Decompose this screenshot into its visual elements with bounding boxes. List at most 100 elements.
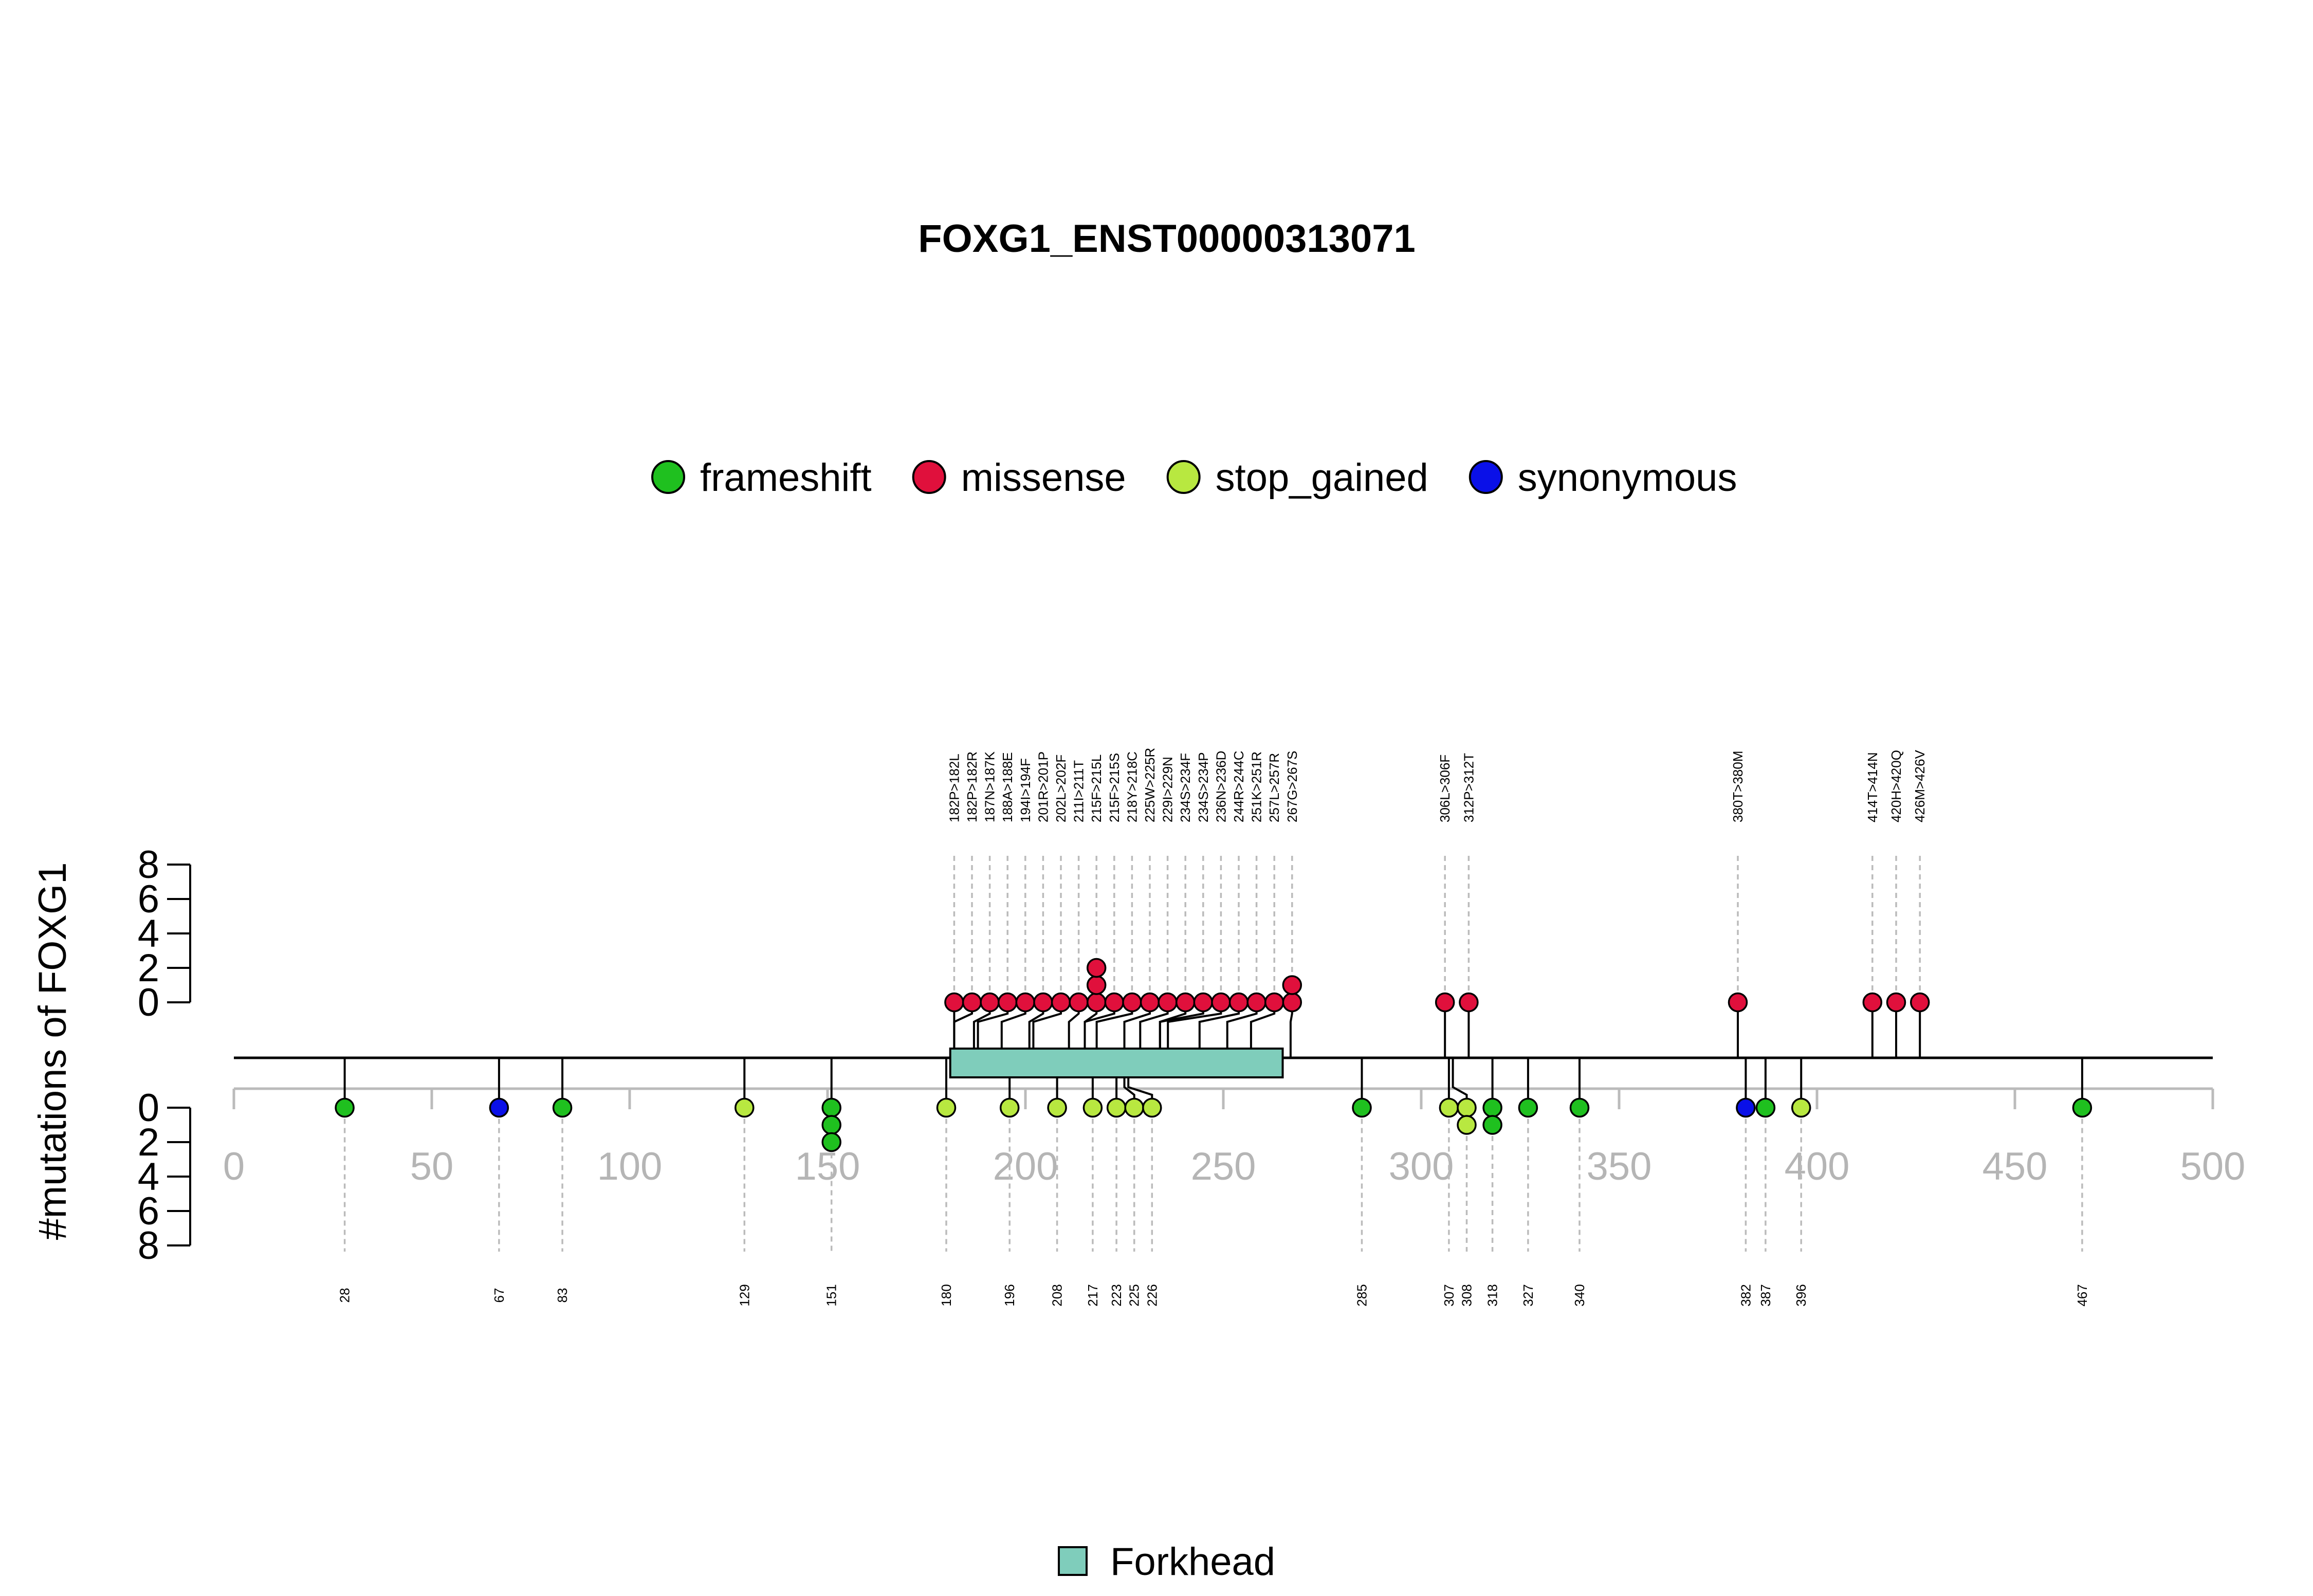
y-upper-tick-label: 6 <box>138 877 159 921</box>
label-187N>187K: 187N>187K <box>982 751 998 822</box>
label-327: 327 <box>1520 1284 1536 1306</box>
label-414T>414N: 414T>414N <box>1865 752 1880 822</box>
x-axis-tick-label: 0 <box>223 1145 245 1188</box>
x-axis-tick-label: 300 <box>1389 1145 1454 1188</box>
y-upper-tick-label: 0 <box>138 981 159 1024</box>
legend-label-synonymous: synonymous <box>1518 456 1737 500</box>
label-211I>211T: 211I>211T <box>1071 760 1087 822</box>
label-218Y>218C: 218Y>218C <box>1124 751 1140 822</box>
label-151: 151 <box>824 1284 839 1306</box>
label-257L>257R: 257L>257R <box>1266 753 1282 822</box>
point-129 <box>735 1097 755 1118</box>
label-83: 83 <box>555 1288 570 1303</box>
label-234S>234F: 234S>234F <box>1178 753 1193 822</box>
label-318: 318 <box>1485 1284 1500 1306</box>
label-340: 340 <box>1572 1284 1587 1306</box>
point-182P>182L <box>944 992 964 1013</box>
point-285 <box>1352 1097 1372 1118</box>
point-151 <box>821 1097 841 1118</box>
point-151 <box>821 1132 841 1152</box>
point-194I>194F <box>1015 992 1036 1013</box>
x-axis-tick-label: 250 <box>1191 1145 1256 1188</box>
point-226 <box>1142 1097 1162 1118</box>
label-380T>380M: 380T>380M <box>1730 751 1746 822</box>
label-129: 129 <box>737 1284 752 1306</box>
point-234S>234P <box>1193 992 1214 1013</box>
label-225: 225 <box>1127 1284 1142 1306</box>
label-208: 208 <box>1050 1284 1065 1306</box>
x-axis-tick-label: 200 <box>993 1145 1058 1188</box>
label-196: 196 <box>1002 1284 1017 1306</box>
y-lower-tick-label: 8 <box>138 1224 159 1268</box>
point-211I>211T <box>1069 992 1089 1013</box>
guide-lines <box>343 856 2083 1252</box>
point-208 <box>1047 1097 1067 1118</box>
point-420H>420Q <box>1886 992 1906 1013</box>
label-420H>420Q: 420H>420Q <box>1888 750 1904 822</box>
point-196 <box>999 1097 1020 1118</box>
label-215F>215L: 215F>215L <box>1089 755 1104 822</box>
label-182P>182L: 182P>182L <box>946 754 962 822</box>
label-387: 387 <box>1758 1284 1773 1306</box>
point-308 <box>1457 1097 1477 1118</box>
label-217: 217 <box>1085 1284 1100 1306</box>
point-318 <box>1482 1115 1502 1135</box>
label-226: 226 <box>1144 1284 1160 1306</box>
label-244R>244C: 244R>244C <box>1231 751 1246 823</box>
point-202L>202F <box>1051 992 1071 1013</box>
label-188A>188E: 188A>188E <box>1000 752 1015 822</box>
label-223: 223 <box>1109 1284 1124 1306</box>
point-387 <box>1755 1097 1776 1118</box>
point-180 <box>936 1097 957 1118</box>
x-axis-tick-label: 50 <box>410 1145 454 1188</box>
point-151 <box>821 1115 841 1135</box>
label-306L>306F: 306L>306F <box>1437 755 1453 822</box>
point-396 <box>1791 1097 1811 1118</box>
point-426M>426V <box>1910 992 1930 1013</box>
point-218Y>218C <box>1122 992 1142 1013</box>
legend-label-Forkhead: Forkhead <box>1110 1540 1275 1584</box>
label-312P>312T: 312P>312T <box>1461 753 1476 822</box>
point-234S>234F <box>1175 992 1196 1013</box>
label-267G>267S: 267G>267S <box>1284 750 1300 822</box>
domain-layer <box>949 1048 1284 1078</box>
label-467: 467 <box>2075 1284 2090 1306</box>
label-236N>236D: 236N>236D <box>1213 751 1228 823</box>
point-225W>225R <box>1140 992 1160 1013</box>
y-upper-tick-label: 8 <box>138 843 159 887</box>
point-307 <box>1439 1097 1459 1118</box>
mutation-points <box>335 958 2092 1152</box>
point-380T>380M <box>1728 992 1748 1013</box>
legend-swatch-frameshift <box>651 460 685 494</box>
point-327 <box>1518 1097 1538 1118</box>
mutation-labels: 182P>182L 182P>182R 187N>187K 188A>188E 194I… <box>337 748 2090 1307</box>
point-188A>188E <box>997 992 1018 1013</box>
legend-swatch-synonymous <box>1468 460 1503 494</box>
point-308 <box>1457 1115 1477 1135</box>
chart-title: FOXG1_ENST00000313071 <box>918 217 1416 261</box>
x-axis-tick-label: 450 <box>1982 1145 2048 1188</box>
point-318 <box>1482 1097 1502 1118</box>
label-234S>234P: 234S>234P <box>1196 752 1211 822</box>
legend-label-stop_gained: stop_gained <box>1216 456 1428 500</box>
legend-swatch-Forkhead <box>1058 1546 1088 1576</box>
point-28 <box>335 1097 355 1118</box>
x-axis-tick-label: 150 <box>795 1145 860 1188</box>
label-396: 396 <box>1793 1284 1809 1306</box>
label-194I>194F: 194I>194F <box>1018 758 1033 822</box>
point-340 <box>1569 1097 1590 1118</box>
point-267G>267S <box>1282 992 1302 1013</box>
label-182P>182R: 182P>182R <box>964 751 980 822</box>
label-28: 28 <box>337 1288 353 1303</box>
point-306L>306F <box>1435 992 1455 1013</box>
label-426M>426V: 426M>426V <box>1912 749 1928 822</box>
label-201R>201P: 201R>201P <box>1035 751 1051 822</box>
y-upper-tick-label: 2 <box>138 946 159 990</box>
point-67 <box>489 1097 509 1118</box>
label-382: 382 <box>1738 1284 1753 1306</box>
point-414T>414N <box>1862 992 1883 1013</box>
y-lower-tick-label: 6 <box>138 1189 159 1233</box>
point-215F>215L <box>1086 975 1107 995</box>
label-229I>229N: 229I>229N <box>1160 757 1176 822</box>
